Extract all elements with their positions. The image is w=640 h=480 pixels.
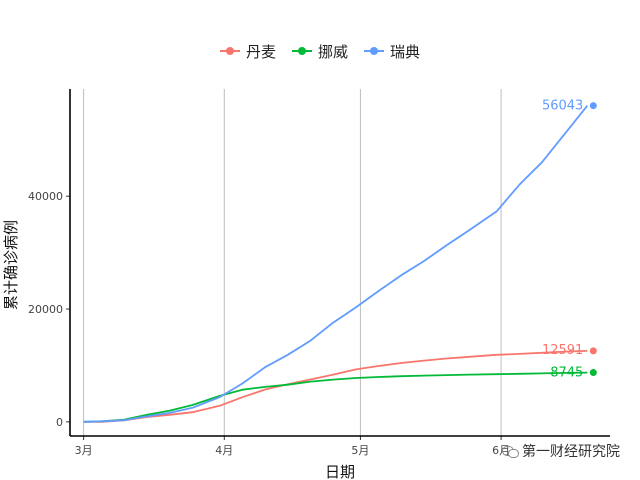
legend-label: 丹麦 — [245, 42, 276, 61]
end-value-label: 12591 — [542, 343, 583, 358]
legend-label: 挪威 — [317, 42, 348, 61]
grid-lines — [83, 89, 502, 436]
series-line — [83, 105, 589, 423]
series-end-point — [589, 102, 597, 110]
legend-label: 瑞典 — [390, 42, 421, 61]
end-labels: 12591 8745 56043 — [542, 99, 583, 381]
x-tick-label: 5月 — [351, 444, 369, 457]
legend-key — [291, 44, 312, 58]
series-lines — [83, 102, 597, 423]
series-end-point — [589, 369, 597, 377]
wechat-icon — [502, 444, 519, 458]
y-tick-label: 20000 — [28, 303, 63, 316]
y-tick-label: 0 — [56, 416, 63, 429]
series-line — [83, 371, 588, 423]
y-axis-title: 累计确诊病例 — [2, 220, 20, 310]
y-tick-label: 40000 — [28, 190, 63, 203]
end-value-label: 8745 — [550, 366, 583, 381]
end-value-label: 56043 — [542, 99, 583, 114]
legend-item: 丹麦 — [219, 41, 276, 62]
series-line — [83, 350, 588, 423]
x-tick-label: 3月 — [75, 444, 93, 457]
x-axis-title: 日期 — [325, 463, 355, 480]
legend-key — [364, 44, 384, 58]
legend-key — [219, 44, 240, 58]
watermark-text: 第一财经研究院 — [522, 444, 620, 460]
legend-item: 瑞典 — [364, 41, 420, 62]
watermark: 第一财经研究院 — [502, 441, 620, 461]
legend: 丹麦 挪威 瑞典 — [0, 40, 640, 62]
legend-item: 挪威 — [291, 41, 348, 62]
x-tick-label: 4月 — [215, 444, 233, 457]
series-end-point — [589, 347, 597, 355]
